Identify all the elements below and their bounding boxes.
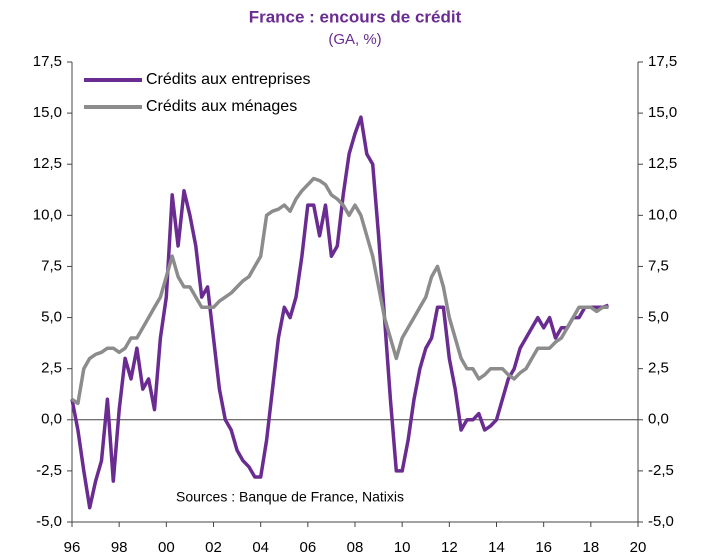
y-tick-label: 10,0 <box>33 206 62 223</box>
x-tick-label: 96 <box>64 539 81 556</box>
chart-subtitle: (GA, %) <box>328 31 381 48</box>
y-tick-label: -5,0 <box>36 513 62 530</box>
series-line <box>70 115 610 510</box>
series-line <box>71 176 609 406</box>
legend-label: Crédits aux ménages <box>146 98 297 115</box>
y2-tick-label: 15,0 <box>648 104 677 121</box>
y-tick-label: 15,0 <box>33 104 62 121</box>
x-tick-label: 04 <box>252 539 269 556</box>
y2-tick-label: -5,0 <box>648 513 674 530</box>
y-tick-label: 0,0 <box>41 411 62 428</box>
y-tick-label: -2,5 <box>36 462 62 479</box>
y2-tick-label: -2,5 <box>648 462 674 479</box>
x-tick-label: 20 <box>630 539 647 556</box>
y2-tick-label: 7,5 <box>648 257 669 274</box>
x-tick-label: 08 <box>347 539 364 556</box>
y2-tick-label: 2,5 <box>648 360 669 377</box>
source-note: Sources : Banque de France, Natixis <box>176 489 404 505</box>
x-tick-label: 06 <box>299 539 316 556</box>
x-tick-label: 00 <box>158 539 175 556</box>
x-tick-label: 12 <box>441 539 458 556</box>
x-tick-label: 98 <box>111 539 128 556</box>
x-tick-label: 02 <box>205 539 222 556</box>
legend-label: Crédits aux entreprises <box>146 71 311 88</box>
y2-tick-label: 0,0 <box>648 411 669 428</box>
y2-tick-label: 17,5 <box>648 53 677 70</box>
y-tick-label: 5,0 <box>41 309 62 326</box>
chart-title: France : encours de crédit <box>249 7 462 26</box>
y2-tick-label: 10,0 <box>648 206 677 223</box>
x-tick-label: 14 <box>488 539 505 556</box>
y-tick-label: 7,5 <box>41 257 62 274</box>
x-tick-label: 10 <box>394 539 411 556</box>
x-tick-label: 18 <box>582 539 599 556</box>
y2-tick-label: 5,0 <box>648 309 669 326</box>
y-tick-label: 17,5 <box>33 53 62 70</box>
y2-tick-label: 12,5 <box>648 155 677 172</box>
y-tick-label: 12,5 <box>33 155 62 172</box>
x-tick-label: 16 <box>535 539 552 556</box>
y-tick-label: 2,5 <box>41 360 62 377</box>
